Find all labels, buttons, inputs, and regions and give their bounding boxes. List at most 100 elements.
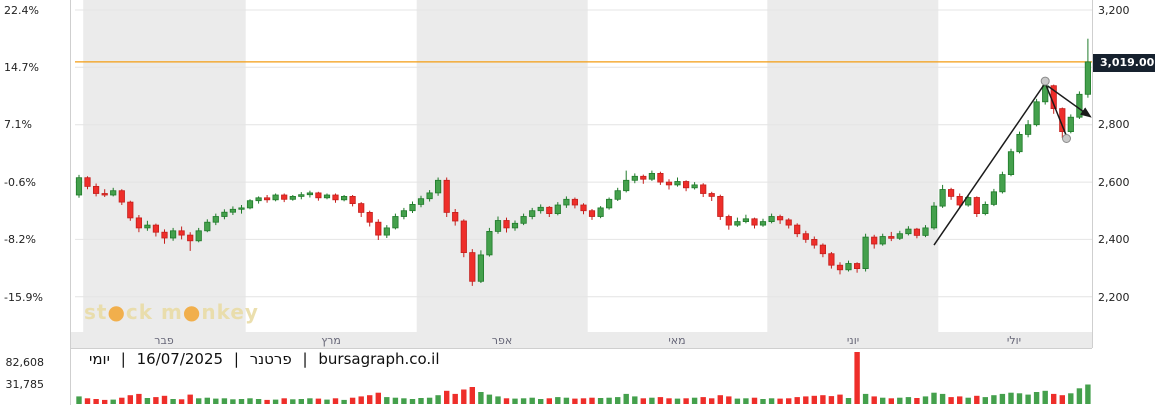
volume-bar	[1051, 393, 1057, 404]
candle	[999, 171, 1006, 194]
candle	[144, 220, 151, 231]
volume-bar	[674, 398, 681, 404]
candle	[648, 170, 656, 181]
candle	[469, 249, 476, 286]
left-axis-label: 14.7%	[4, 61, 39, 74]
candle	[939, 184, 946, 208]
candle	[520, 213, 527, 226]
volume-bar	[332, 398, 339, 404]
candle	[75, 174, 83, 198]
volume-bar	[743, 398, 749, 404]
volume-bar	[127, 395, 133, 404]
volume-bar	[597, 398, 604, 404]
volume-bar	[392, 397, 399, 404]
candle	[152, 223, 159, 237]
volume-bar	[119, 397, 125, 404]
volume-bar	[255, 399, 262, 404]
candle	[751, 217, 758, 229]
candle	[811, 236, 818, 249]
candle	[503, 217, 510, 233]
caption-site-link[interactable]: bursagraph.co.il	[318, 350, 440, 368]
volume-bar	[196, 398, 202, 404]
candle	[948, 187, 955, 200]
volume-bar	[161, 395, 168, 404]
volume-bar	[435, 395, 441, 404]
watermark-text: st	[84, 300, 108, 324]
candle	[289, 195, 296, 201]
volume-bar	[187, 394, 193, 404]
candle	[349, 195, 356, 207]
candle	[990, 188, 998, 207]
volume-bar	[965, 397, 971, 404]
candle	[965, 194, 972, 207]
candle	[700, 183, 707, 197]
candle	[101, 189, 108, 197]
candle	[366, 210, 373, 227]
caption-interval: יומי	[89, 350, 110, 368]
volume-bar	[76, 396, 82, 404]
candle	[802, 230, 809, 243]
candle	[785, 218, 792, 229]
candle	[905, 226, 912, 236]
candle	[819, 243, 827, 258]
candle	[84, 176, 91, 190]
candle	[323, 193, 331, 200]
volume-bar	[794, 397, 800, 404]
volume-bar	[1025, 394, 1031, 404]
month-stripes-group	[83, 0, 939, 332]
candle	[708, 191, 715, 201]
candles-group	[75, 38, 1091, 286]
volume-bar	[290, 399, 296, 404]
candle	[161, 229, 168, 244]
volume-bar	[247, 398, 253, 404]
arrow-annotation	[1047, 85, 1092, 118]
candle	[187, 232, 194, 251]
volume-bar	[1008, 392, 1014, 404]
volume-bar	[272, 399, 279, 404]
volume-bar	[546, 398, 552, 404]
volume-bar	[931, 392, 937, 404]
candle	[195, 227, 202, 243]
candle	[588, 209, 596, 220]
candle	[606, 197, 613, 210]
candle	[879, 233, 886, 246]
volume-bar	[820, 395, 826, 404]
volume-bar	[606, 397, 612, 404]
volume-bar	[452, 393, 458, 404]
volume-bar	[1085, 384, 1091, 404]
left-axis-label: -0.6%	[4, 176, 36, 189]
month-strip	[70, 332, 1092, 348]
volume-bar	[768, 398, 775, 404]
candle	[169, 227, 177, 241]
volume-bar	[751, 397, 758, 404]
candle	[742, 214, 750, 224]
right-axis-label: 2,400	[1098, 233, 1130, 246]
volume-bar	[461, 389, 467, 404]
candle	[392, 213, 399, 230]
volume-bar	[1016, 393, 1023, 404]
candle	[221, 209, 228, 220]
volume-bar	[982, 397, 988, 404]
candle	[828, 252, 835, 269]
candle	[845, 260, 852, 272]
candle	[683, 180, 690, 192]
candle	[631, 173, 638, 184]
candle	[888, 231, 895, 242]
candle	[854, 262, 861, 273]
volume-bar	[84, 398, 91, 404]
volume-bar	[469, 387, 475, 404]
volume-bar	[734, 398, 741, 404]
gridlines-group	[75, 9, 1092, 298]
volume-bar	[828, 396, 835, 404]
candle	[477, 250, 485, 283]
volume-bar	[512, 398, 518, 404]
candle	[383, 225, 390, 238]
volume-bar	[1033, 392, 1040, 404]
left-axis-label: 22.4%	[4, 4, 39, 17]
candle	[417, 195, 425, 208]
volume-bar	[1068, 393, 1074, 404]
volume-bar	[1059, 395, 1065, 404]
volume-bar	[974, 395, 980, 404]
candle	[896, 230, 903, 240]
